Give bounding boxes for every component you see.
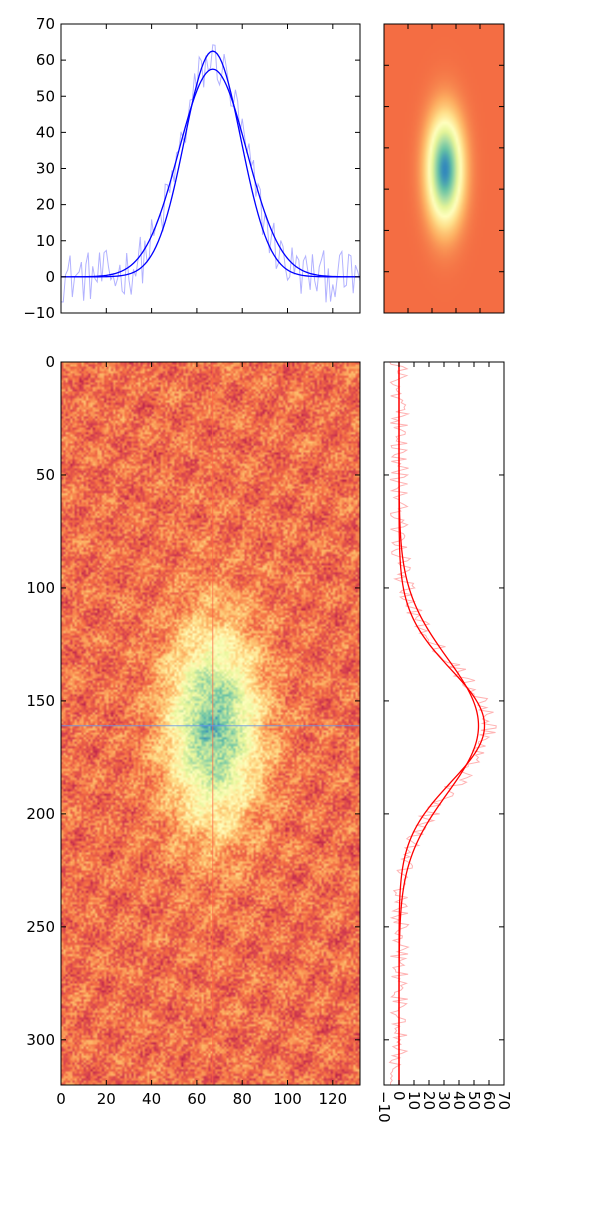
model-image xyxy=(384,24,504,313)
top-profile-chart: −10 0 10 20 30 40 50 60 70 xyxy=(23,15,361,322)
model-image-frame xyxy=(383,23,505,314)
right-xtick-label: 30 xyxy=(435,1091,453,1110)
main-xtick-label: 120 xyxy=(318,1090,347,1108)
right-profile-lines xyxy=(388,361,497,1086)
main-image-xtick-labels: 0 20 40 60 80 100 120 xyxy=(56,1090,347,1108)
right-series-2-fit xyxy=(398,362,480,1085)
model-image-chart xyxy=(383,23,505,314)
top-ytick-label: 60 xyxy=(36,51,55,69)
right-xtick-label: 10 xyxy=(405,1091,423,1110)
main-ytick-label: 150 xyxy=(26,692,55,710)
right-xtick-label: −10 xyxy=(375,1091,393,1123)
top-ytick-label: 50 xyxy=(36,87,55,105)
top-series-2-fit xyxy=(60,68,361,278)
top-ytick-label: 30 xyxy=(36,160,55,178)
main-xtick-label: 60 xyxy=(187,1090,206,1108)
top-ytick-label: 40 xyxy=(36,123,55,141)
main-ytick-label: 250 xyxy=(26,918,55,936)
right-series-1-fit xyxy=(398,362,486,1085)
right-xtick-label: 0 xyxy=(390,1091,408,1101)
right-profile-ticks xyxy=(383,361,505,1085)
main-xtick-label: 80 xyxy=(233,1090,252,1108)
main-xtick-label: 0 xyxy=(56,1090,66,1108)
main-image-crosshair xyxy=(61,362,360,1085)
top-ytick-label: 20 xyxy=(36,196,55,214)
right-xtick-label: 20 xyxy=(420,1091,438,1110)
right-profile-frame xyxy=(383,361,505,1086)
top-profile-lines xyxy=(60,44,361,303)
main-image-chart: 0 20 40 60 80 100 120 0 50 100 150 200 250 300 xyxy=(26,353,361,1108)
right-series-0-raw xyxy=(388,361,497,1086)
main-ytick-label: 50 xyxy=(36,466,55,484)
main-image-ytick-labels: 0 50 100 150 200 250 300 xyxy=(26,353,55,1049)
main-ytick-label: 200 xyxy=(26,805,55,823)
main-image xyxy=(61,362,360,1085)
main-xtick-label: 20 xyxy=(97,1090,116,1108)
top-profile-ticks xyxy=(60,23,360,314)
top-profile-ytick-labels: −10 0 10 20 30 40 50 60 70 xyxy=(23,15,55,322)
right-xtick-label: 40 xyxy=(450,1091,468,1110)
main-xtick-label: 40 xyxy=(142,1090,161,1108)
right-xtick-label: 60 xyxy=(480,1091,498,1110)
top-ytick-label: 0 xyxy=(45,268,55,286)
right-xtick-label: 50 xyxy=(465,1091,483,1110)
main-ytick-label: 300 xyxy=(26,1031,55,1049)
top-ytick-label: 10 xyxy=(36,232,55,250)
model-image-ticks xyxy=(384,24,504,313)
main-ytick-label: 100 xyxy=(26,579,55,597)
main-ytick-label: 0 xyxy=(45,353,55,371)
top-ytick-label: 70 xyxy=(36,15,55,33)
right-xtick-label: 70 xyxy=(495,1091,513,1110)
top-series-1-fit xyxy=(61,50,360,278)
top-ytick-label: −10 xyxy=(23,304,55,322)
main-xtick-label: 100 xyxy=(273,1090,302,1108)
top-series-0-raw xyxy=(60,44,361,303)
main-image-frame xyxy=(60,361,361,1086)
top-profile-frame xyxy=(60,23,361,314)
